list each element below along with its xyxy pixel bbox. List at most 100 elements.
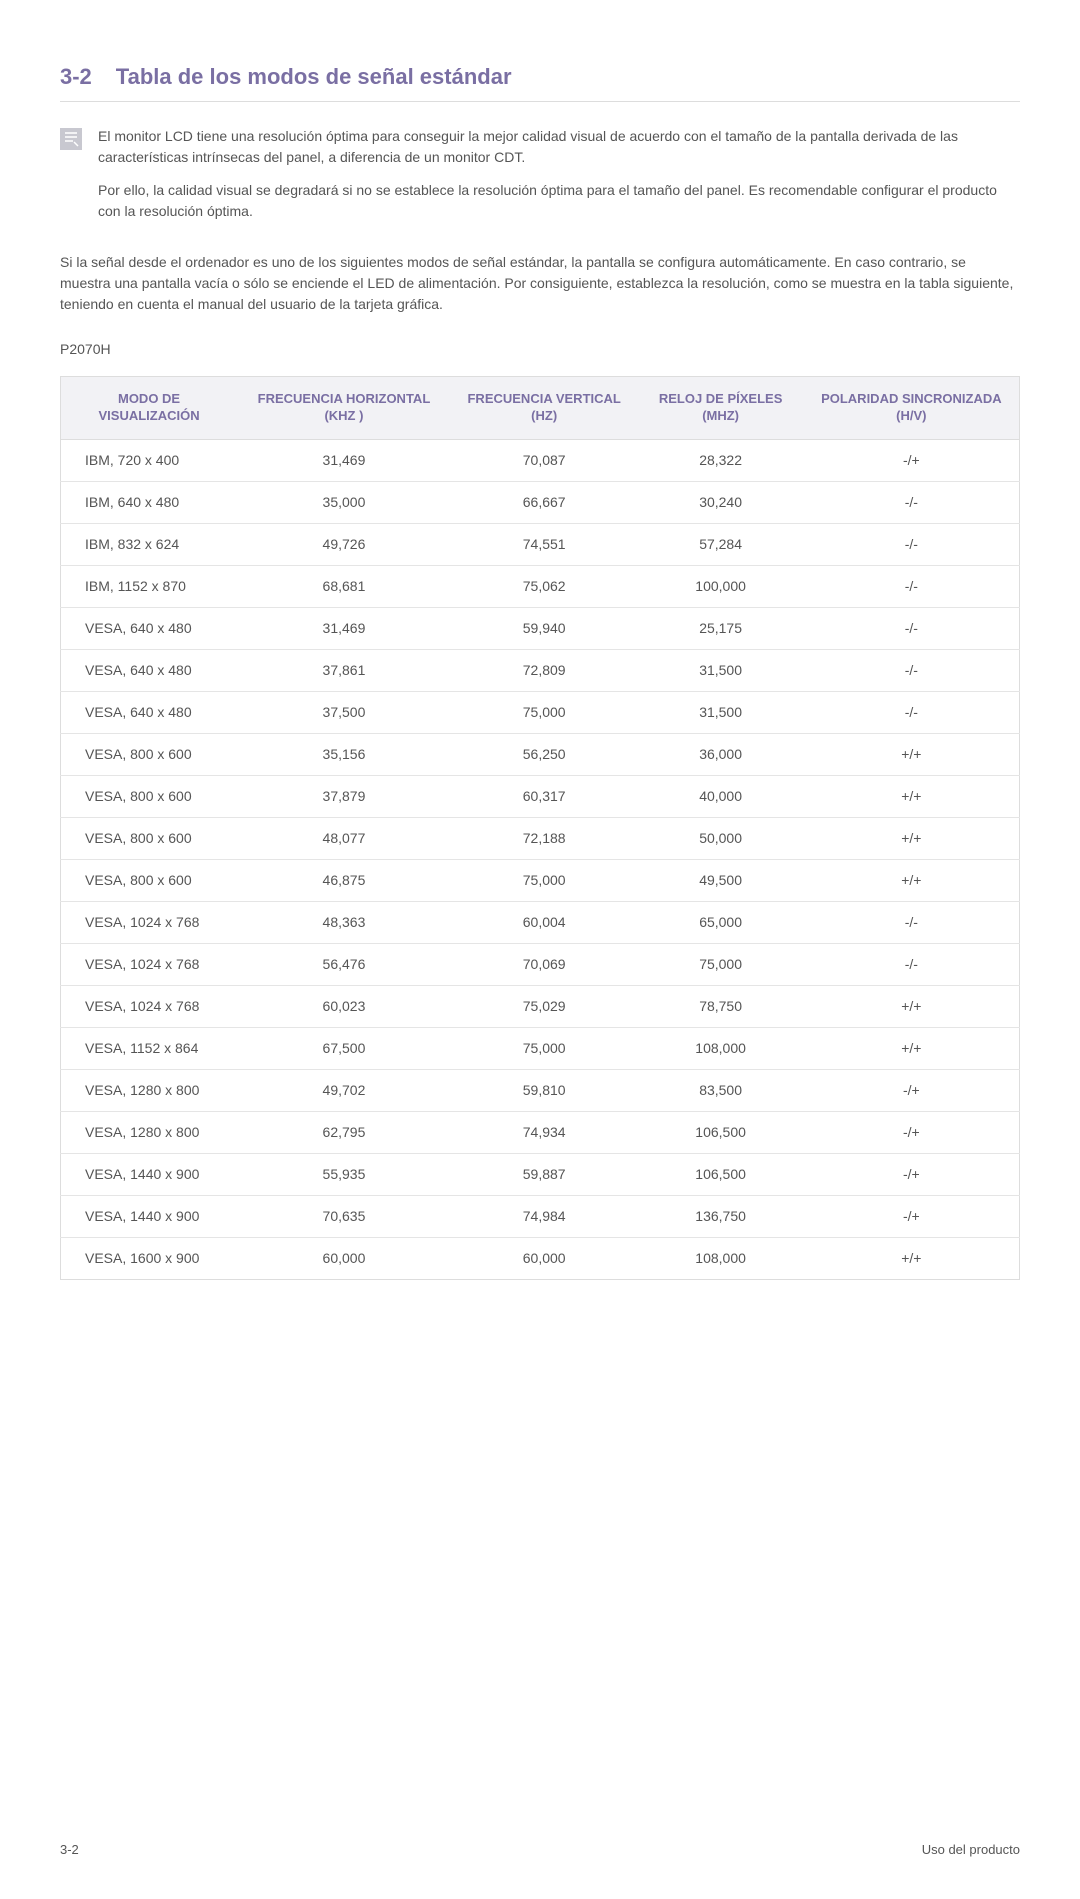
table-row: VESA, 800 x 60035,15656,25036,000+/+	[61, 733, 1020, 775]
table-cell: VESA, 800 x 600	[61, 817, 238, 859]
table-row: VESA, 1280 x 80062,79574,934106,500-/+	[61, 1111, 1020, 1153]
table-cell: VESA, 640 x 480	[61, 607, 238, 649]
table-cell: VESA, 1024 x 768	[61, 901, 238, 943]
table-cell: VESA, 1280 x 800	[61, 1111, 238, 1153]
table-cell: VESA, 1600 x 900	[61, 1237, 238, 1279]
table-cell: -/+	[804, 1069, 1020, 1111]
signal-modes-table: MODO DE VISUALIZACIÓN FRECUENCIA HORIZON…	[60, 376, 1020, 1280]
table-row: VESA, 1280 x 80049,70259,81083,500-/+	[61, 1069, 1020, 1111]
table-cell: 100,000	[638, 565, 804, 607]
table-header-row: MODO DE VISUALIZACIÓN FRECUENCIA HORIZON…	[61, 377, 1020, 440]
table-cell: 31,469	[237, 607, 451, 649]
table-row: VESA, 800 x 60046,87575,00049,500+/+	[61, 859, 1020, 901]
table-cell: -/-	[804, 523, 1020, 565]
table-cell: 59,810	[451, 1069, 638, 1111]
table-row: VESA, 800 x 60048,07772,18850,000+/+	[61, 817, 1020, 859]
table-cell: VESA, 800 x 600	[61, 859, 238, 901]
table-cell: VESA, 1440 x 900	[61, 1153, 238, 1195]
section-number: 3-2	[60, 60, 92, 93]
table-cell: -/+	[804, 1195, 1020, 1237]
table-cell: -/-	[804, 649, 1020, 691]
table-cell: 60,023	[237, 985, 451, 1027]
table-cell: 31,500	[638, 691, 804, 733]
table-cell: 72,809	[451, 649, 638, 691]
table-cell: 78,750	[638, 985, 804, 1027]
table-cell: 70,087	[451, 439, 638, 481]
table-row: VESA, 1024 x 76856,47670,06975,000-/-	[61, 943, 1020, 985]
table-cell: 31,469	[237, 439, 451, 481]
table-cell: 66,667	[451, 481, 638, 523]
table-cell: 75,000	[451, 1027, 638, 1069]
table-cell: VESA, 800 x 600	[61, 733, 238, 775]
table-cell: -/+	[804, 1153, 1020, 1195]
table-cell: -/-	[804, 607, 1020, 649]
table-cell: 136,750	[638, 1195, 804, 1237]
table-row: IBM, 640 x 48035,00066,66730,240-/-	[61, 481, 1020, 523]
table-cell: 74,934	[451, 1111, 638, 1153]
section-title: Tabla de los modos de señal estándar	[116, 60, 512, 93]
table-cell: 55,935	[237, 1153, 451, 1195]
table-cell: 50,000	[638, 817, 804, 859]
table-cell: IBM, 640 x 480	[61, 481, 238, 523]
table-row: IBM, 832 x 62449,72674,55157,284-/-	[61, 523, 1020, 565]
table-cell: 28,322	[638, 439, 804, 481]
table-row: VESA, 800 x 60037,87960,31740,000+/+	[61, 775, 1020, 817]
table-row: VESA, 640 x 48037,86172,80931,500-/-	[61, 649, 1020, 691]
note-paragraph-2: Por ello, la calidad visual se degradará…	[98, 180, 1020, 222]
table-cell: 83,500	[638, 1069, 804, 1111]
table-cell: 67,500	[237, 1027, 451, 1069]
table-cell: VESA, 640 x 480	[61, 649, 238, 691]
table-cell: 72,188	[451, 817, 638, 859]
table-cell: -/+	[804, 439, 1020, 481]
table-cell: 31,500	[638, 649, 804, 691]
table-cell: -/-	[804, 565, 1020, 607]
table-cell: +/+	[804, 1237, 1020, 1279]
table-cell: 62,795	[237, 1111, 451, 1153]
table-cell: 108,000	[638, 1237, 804, 1279]
table-cell: 59,887	[451, 1153, 638, 1195]
table-cell: 36,000	[638, 733, 804, 775]
table-cell: 75,000	[451, 691, 638, 733]
table-cell: 75,029	[451, 985, 638, 1027]
table-cell: VESA, 640 x 480	[61, 691, 238, 733]
table-cell: IBM, 832 x 624	[61, 523, 238, 565]
table-row: VESA, 1152 x 86467,50075,000108,000+/+	[61, 1027, 1020, 1069]
table-cell: +/+	[804, 817, 1020, 859]
table-cell: 106,500	[638, 1111, 804, 1153]
table-cell: 70,635	[237, 1195, 451, 1237]
page-footer: 3-2 Uso del producto	[60, 1840, 1020, 1860]
table-cell: 65,000	[638, 901, 804, 943]
table-cell: -/-	[804, 943, 1020, 985]
note-icon	[60, 128, 82, 150]
table-row: VESA, 1440 x 90055,93559,887106,500-/+	[61, 1153, 1020, 1195]
column-header: MODO DE VISUALIZACIÓN	[61, 377, 238, 440]
table-cell: 40,000	[638, 775, 804, 817]
model-label: P2070H	[60, 339, 1020, 360]
note-paragraph-1: El monitor LCD tiene una resolución ópti…	[98, 126, 1020, 168]
table-cell: VESA, 1152 x 864	[61, 1027, 238, 1069]
table-cell: VESA, 1440 x 900	[61, 1195, 238, 1237]
table-cell: VESA, 800 x 600	[61, 775, 238, 817]
table-cell: VESA, 1280 x 800	[61, 1069, 238, 1111]
table-cell: 60,317	[451, 775, 638, 817]
table-cell: 74,984	[451, 1195, 638, 1237]
table-cell: +/+	[804, 733, 1020, 775]
table-cell: +/+	[804, 775, 1020, 817]
table-cell: +/+	[804, 985, 1020, 1027]
table-cell: 49,726	[237, 523, 451, 565]
table-cell: 37,500	[237, 691, 451, 733]
table-cell: 57,284	[638, 523, 804, 565]
table-cell: 56,476	[237, 943, 451, 985]
table-row: IBM, 720 x 40031,46970,08728,322-/+	[61, 439, 1020, 481]
column-header: FRECUENCIA HORIZONTAL (KHZ )	[237, 377, 451, 440]
table-cell: 49,500	[638, 859, 804, 901]
table-cell: 75,062	[451, 565, 638, 607]
table-cell: 35,156	[237, 733, 451, 775]
table-cell: 70,069	[451, 943, 638, 985]
section-heading: 3-2 Tabla de los modos de señal estándar	[60, 60, 1020, 102]
column-header: FRECUENCIA VERTICAL (HZ)	[451, 377, 638, 440]
table-row: VESA, 1440 x 90070,63574,984136,750-/+	[61, 1195, 1020, 1237]
table-cell: 75,000	[638, 943, 804, 985]
table-cell: 48,363	[237, 901, 451, 943]
table-row: VESA, 1600 x 90060,00060,000108,000+/+	[61, 1237, 1020, 1279]
